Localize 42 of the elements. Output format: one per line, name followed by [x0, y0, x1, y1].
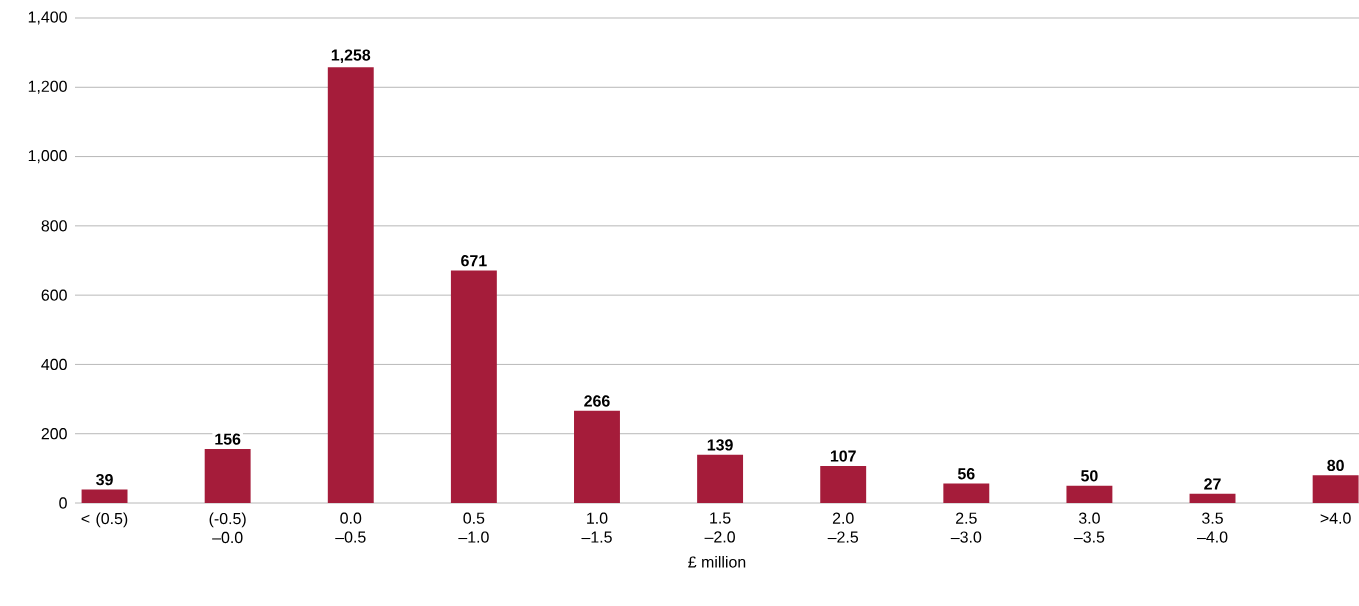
x-tick-label: 2.5 –3.0 — [950, 512, 982, 543]
y-tick-label: 400 — [41, 358, 67, 371]
data-label: 107 — [830, 450, 856, 462]
bar — [81, 489, 128, 503]
bar — [327, 67, 374, 503]
x-axis-title: £ million — [688, 555, 746, 568]
x-tick-label: 3.5 –4.0 — [1197, 512, 1228, 543]
data-label: 139 — [707, 439, 733, 451]
x-tick-label: 1.0 –1.5 — [581, 512, 612, 543]
bar — [1312, 475, 1359, 503]
bar — [820, 465, 867, 503]
bar — [204, 448, 251, 503]
y-tick-label: 1,400 — [28, 11, 67, 25]
data-label: 50 — [1081, 470, 1098, 482]
x-tick-label: 3.0 –3.5 — [1073, 512, 1105, 543]
bar — [943, 483, 990, 503]
data-label: 39 — [96, 473, 113, 486]
y-tick-label: 800 — [41, 220, 67, 232]
data-label: 671 — [461, 255, 487, 267]
y-tick-label: 1,200 — [28, 80, 67, 94]
data-label: 156 — [215, 433, 241, 445]
y-tick-label: 600 — [41, 289, 67, 301]
x-tick-label: 0.5 –1.0 — [458, 512, 489, 543]
bar — [450, 270, 497, 503]
x-tick-label: 0.0 –0.5 — [335, 512, 366, 543]
bar — [1189, 493, 1236, 503]
bar — [1066, 485, 1113, 503]
data-label: 27 — [1204, 478, 1221, 490]
x-tick-label: 1.5 –2.0 — [704, 512, 735, 543]
y-tick-label: 1,000 — [28, 149, 67, 164]
x-tick-label: (-0.5) –0.0 — [209, 512, 246, 544]
x-tick-label: < (0.5) — [81, 512, 128, 528]
bar — [574, 410, 620, 503]
data-label: 80 — [1327, 459, 1344, 472]
data-label: 1,258 — [331, 49, 371, 63]
x-tick-label: 2.0 –2.5 — [827, 512, 859, 543]
data-label: 266 — [584, 395, 610, 407]
bar — [697, 454, 744, 503]
y-tick-label: 0 — [59, 497, 67, 509]
y-tick-label: 200 — [41, 428, 67, 440]
data-label: 56 — [957, 468, 975, 480]
x-tick-label: >4.0 — [1320, 512, 1351, 524]
